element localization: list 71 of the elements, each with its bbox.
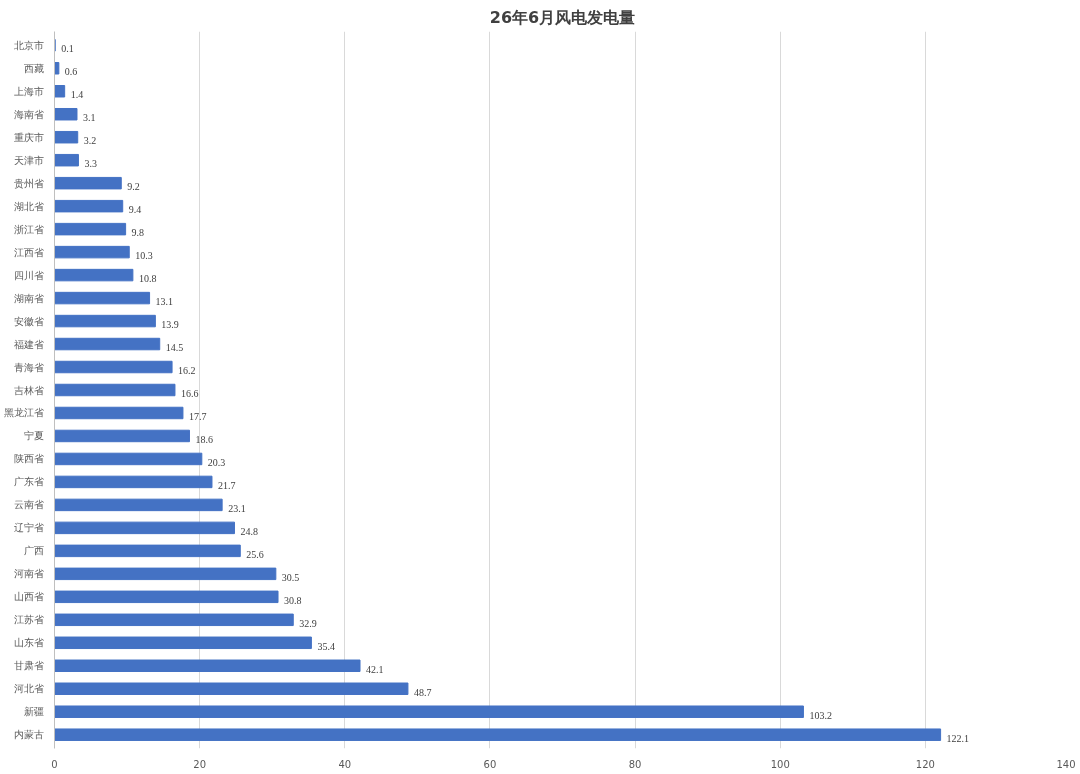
- data-label: 0.6: [64, 66, 78, 78]
- y-tick-label: 江西省: [13, 246, 44, 258]
- chart-title: 26年6月风电发电量: [489, 7, 636, 27]
- y-tick-label: 海南省: [13, 108, 44, 120]
- data-label: 35.4: [317, 640, 335, 652]
- data-label: 17.7: [188, 410, 207, 422]
- y-tick-label: 内蒙古: [13, 729, 44, 741]
- y-tick-label: 山东省: [13, 637, 44, 649]
- x-tick-label: 40: [338, 758, 352, 770]
- y-tick-label: 云南省: [13, 499, 44, 511]
- data-label: 3.2: [83, 135, 97, 147]
- y-tick-label: 黑龙江省: [3, 407, 44, 419]
- data-label: 18.6: [195, 433, 213, 445]
- x-tick-label: 20: [193, 758, 207, 770]
- y-tick-label: 广西: [23, 545, 44, 557]
- y-tick-label: 江苏省: [13, 614, 44, 626]
- data-label: 10.8: [138, 273, 157, 285]
- data-label: 1.4: [70, 89, 84, 101]
- data-label: 3.1: [83, 112, 96, 124]
- x-tick-label: 60: [483, 758, 497, 770]
- data-label: 14.5: [165, 342, 184, 354]
- y-tick-label: 安徽省: [13, 315, 44, 327]
- data-label: 32.9: [299, 617, 317, 629]
- y-tick-label: 四川省: [13, 269, 44, 281]
- data-label: 9.4: [128, 204, 142, 216]
- y-tick-label: 贵州省: [13, 177, 44, 189]
- data-label: 23.1: [228, 502, 246, 514]
- data-label: 16.6: [180, 388, 199, 399]
- y-tick-label: 重庆市: [13, 131, 44, 143]
- y-tick-label: 西藏: [23, 62, 44, 74]
- y-tick-label: 辽宁省: [13, 522, 44, 534]
- data-label: 10.3: [135, 250, 153, 262]
- x-tick-label: 100: [770, 758, 790, 770]
- data-label: 9.8: [131, 227, 145, 239]
- data-label: 16.2: [178, 365, 196, 377]
- data-label: 13.9: [161, 319, 179, 331]
- x-tick-label: 120: [915, 758, 935, 770]
- data-label: 3.3: [84, 158, 97, 170]
- y-tick-label: 陕西省: [13, 453, 44, 465]
- data-label: 13.1: [155, 296, 174, 308]
- x-tick-label: 140: [1056, 758, 1076, 770]
- data-label: 122.1: [946, 732, 970, 744]
- y-tick-label: 新疆: [23, 706, 44, 718]
- y-tick-label: 浙江省: [13, 223, 44, 235]
- data-label: 20.3: [207, 456, 226, 468]
- y-tick-label: 宁夏: [23, 430, 44, 442]
- data-label: 30.8: [284, 594, 302, 606]
- y-tick-label: 河南省: [13, 568, 44, 580]
- data-label: 30.5: [281, 571, 300, 583]
- data-label: 25.6: [246, 548, 264, 560]
- y-tick-label: 河北省: [13, 683, 44, 695]
- y-tick-label: 青海省: [13, 361, 44, 373]
- y-tick-label: 湖南省: [13, 292, 44, 304]
- x-tick-label: 80: [628, 758, 642, 770]
- y-tick-label: 吉林省: [13, 384, 44, 396]
- x-tick-label: 0: [51, 758, 58, 770]
- y-tick-label: 湖北省: [13, 200, 44, 212]
- y-tick-label: 福建省: [13, 338, 44, 350]
- y-tick-label: 北京市: [13, 39, 44, 51]
- data-label: 0.1: [61, 43, 74, 55]
- y-tick-label: 广东省: [13, 476, 44, 488]
- data-label: 48.7: [413, 686, 432, 698]
- data-label: 103.2: [809, 709, 832, 721]
- data-label: 24.8: [240, 525, 258, 537]
- data-label: 42.1: [366, 663, 384, 675]
- y-tick-label: 天津市: [13, 154, 44, 166]
- y-tick-label: 山西省: [13, 591, 44, 603]
- y-tick-label: 甘肃省: [13, 660, 44, 672]
- y-tick-label: 上海市: [13, 85, 44, 97]
- data-label: 21.7: [217, 479, 236, 491]
- data-label: 9.2: [127, 181, 140, 193]
